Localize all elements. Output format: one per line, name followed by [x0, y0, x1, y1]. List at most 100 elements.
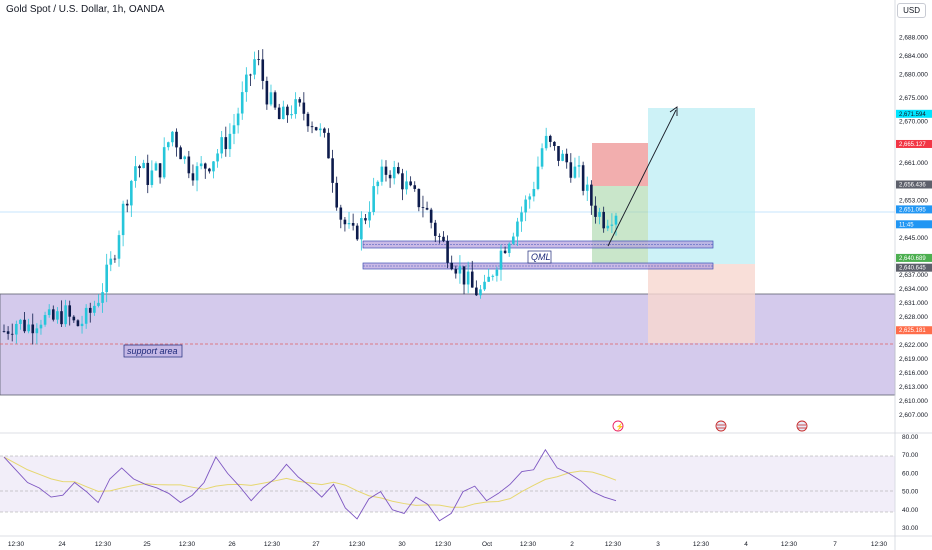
candle-body: [236, 113, 240, 126]
candle-body: [195, 166, 199, 181]
candle-body: [191, 173, 195, 181]
candle-body: [602, 211, 605, 229]
time-tick-label: 25: [143, 541, 151, 548]
time-tick-label: 30: [398, 541, 406, 548]
candle-body: [142, 162, 145, 169]
candle-body: [606, 225, 610, 229]
candlestick-series: [2, 49, 618, 345]
event-us-flag-icon[interactable]: [796, 420, 808, 432]
price-tick-label: 2,688.000: [899, 34, 928, 41]
event-us-flag-icon[interactable]: [715, 420, 727, 432]
candle-body: [203, 163, 207, 169]
candle-body: [216, 153, 219, 162]
candle-body: [290, 114, 293, 116]
candle-body: [306, 113, 310, 127]
candle-body: [470, 271, 474, 288]
price-tag: [896, 326, 932, 335]
price-tag: [896, 180, 932, 189]
candle-body: [590, 184, 593, 206]
time-tick-label: 26: [228, 541, 236, 548]
candle-body: [598, 211, 601, 217]
candle-body: [355, 225, 359, 240]
candle-body: [516, 221, 519, 237]
symbol-title[interactable]: Gold Spot / U.S. Dollar, 1h, OANDA: [6, 4, 165, 15]
candle-body: [536, 166, 540, 189]
candle-body: [475, 287, 478, 296]
candle-body: [335, 182, 338, 208]
rsi-line: [3, 448, 617, 522]
rsi-tick-label: 30.00: [902, 525, 919, 532]
candle-body: [302, 102, 306, 114]
currency-button[interactable]: USD: [897, 3, 926, 18]
candle-body: [581, 165, 585, 191]
candle-body: [146, 162, 150, 185]
support-area-zone: [0, 293, 896, 396]
price-tag-label: 2,640.645: [899, 266, 926, 272]
price-tick-label: 2,619.000: [899, 356, 928, 363]
candle-body: [487, 276, 490, 282]
price-tag-label: 2,665.127: [899, 142, 926, 148]
time-tick-label: 4: [744, 541, 748, 548]
candle-body: [245, 74, 248, 93]
candle-body: [380, 166, 384, 182]
candle-body: [499, 250, 503, 270]
entry-zone: [592, 186, 648, 264]
candle-body: [577, 165, 581, 167]
candle-body: [347, 223, 351, 225]
candle-body: [269, 92, 273, 105]
candle-body: [43, 315, 47, 325]
candle-body: [84, 307, 88, 324]
rsi-tick-label: 70.00: [902, 452, 919, 459]
candle-body: [446, 241, 449, 263]
candle-body: [561, 153, 564, 161]
time-tick-label: 12:30: [693, 541, 710, 548]
price-tick-label: 2,684.000: [899, 53, 928, 60]
candle-body: [294, 99, 297, 115]
candle-body: [117, 235, 121, 259]
candle-body: [60, 311, 63, 325]
candle-body: [138, 166, 141, 169]
candle-body: [409, 181, 412, 186]
time-axis[interactable]: 12:30 24 12:30 25 12:30 26 12:30 27 12:30 30 12:30…: [8, 541, 888, 548]
price-tick-label: 2,675.000: [899, 95, 928, 102]
projection-arrow: [607, 109, 677, 247]
support-area-label: support area: [127, 346, 178, 356]
rsi-axis[interactable]: 80.00 70.00 60.00 50.00 40.00 30.00: [902, 434, 919, 532]
candle-body: [265, 80, 269, 105]
rsi-pane: [0, 432, 932, 522]
candle-body: [68, 305, 72, 317]
candle-body: [524, 199, 527, 213]
candle-body: [368, 211, 371, 221]
candle-body: [323, 128, 326, 133]
candle-body: [360, 218, 363, 240]
price-axis[interactable]: 2,688.000 2,684.000 2,680.000 2,675.000 2,67…: [899, 34, 928, 419]
time-tick-label: 27: [312, 541, 320, 548]
candle-body: [253, 59, 256, 75]
rsi-tick-label: 60.00: [902, 470, 919, 477]
candle-body: [458, 266, 462, 274]
price-tag-label: 11:45: [899, 222, 914, 228]
candle-body: [548, 135, 552, 142]
price-tick-label: 2,637.000: [899, 272, 928, 279]
price-tag: [896, 109, 932, 118]
price-tick-label: 2,622.000: [899, 342, 928, 349]
support-area-label-box[interactable]: [123, 344, 183, 358]
rsi-tick-label: 50.00: [902, 489, 919, 496]
rsi-tick-label: 40.00: [902, 507, 919, 514]
candle-body: [528, 196, 532, 200]
candle-body: [553, 141, 556, 147]
candle-body: [392, 167, 396, 179]
time-tick-label: 7: [833, 541, 837, 548]
candle-body: [105, 264, 108, 293]
candle-body: [429, 209, 433, 223]
main-pane: support area QML ⚡: [0, 49, 896, 432]
candle-body: [310, 126, 314, 128]
candle-body: [442, 236, 445, 242]
candle-body: [150, 170, 154, 185]
candle-body: [318, 128, 322, 131]
candle-body: [314, 127, 318, 131]
event-flash-icon[interactable]: ⚡: [612, 420, 624, 432]
qml-label-box[interactable]: [527, 250, 552, 264]
candle-body: [483, 281, 486, 290]
